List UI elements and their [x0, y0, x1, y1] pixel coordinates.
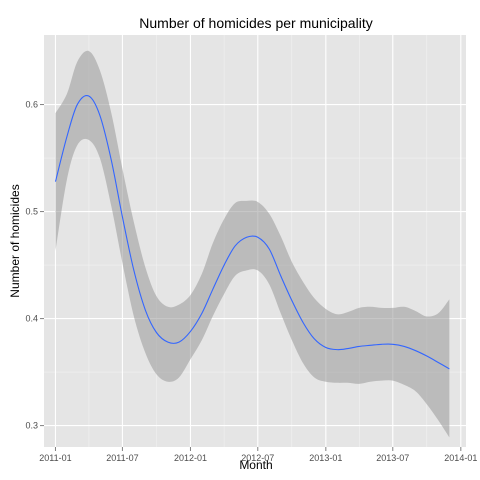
- x-axis-title: Month: [239, 458, 272, 472]
- y-tick-label: 0.6: [25, 100, 38, 110]
- x-tick-label: 2013-01: [309, 453, 342, 463]
- x-tick-label: 2014-01: [444, 453, 477, 463]
- y-tick-label: 0.5: [25, 207, 38, 217]
- y-tick-label: 0.3: [25, 421, 38, 431]
- y-axis-title: Number of homicides: [8, 184, 22, 297]
- chart-title: Number of homicides per municipality: [139, 15, 372, 31]
- y-axis: 0.3 0.4 0.5 0.6: [25, 100, 44, 431]
- y-tick-label: 0.4: [25, 314, 38, 324]
- x-tick-label: 2011-01: [39, 453, 71, 463]
- x-tick-label: 2012-01: [174, 453, 207, 463]
- x-tick-label: 2011-07: [106, 453, 138, 463]
- x-tick-label: 2013-07: [376, 453, 409, 463]
